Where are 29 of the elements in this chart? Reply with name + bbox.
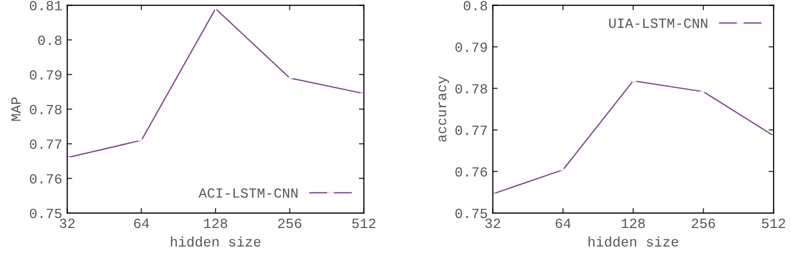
y-tick-label: 0.8 [38,36,62,46]
x-tick-label: 128 [204,218,228,228]
x-tick-label: 512 [352,218,376,228]
x-tick-label: 256 [692,218,715,228]
y-axis-title: MAP [11,97,21,121]
x-axis-title: hidden size [170,236,260,247]
x-tick-label: 128 [622,218,645,228]
y-tick-label: 0.79 [30,70,62,80]
y-tick-label: 0.76 [30,174,62,184]
y-tick-label: 0.75 [30,208,62,218]
x-tick-label: 32 [485,218,500,228]
x-tick-label: 32 [60,218,75,228]
y-tick-label: 0.77 [30,140,62,149]
y-axis-title: accuracy [438,76,450,142]
y-tick-label: 0.75 [455,208,488,218]
y-tick-label: 0.77 [455,126,487,136]
y-tick-label: 0.78 [30,104,62,114]
x-tick-label: 64 [134,218,150,228]
y-tick-label: 0.76 [455,167,488,177]
y-tick-label: 0.81 [30,1,62,10]
y-tick-label: 0.79 [455,42,487,52]
x-tick-label: 256 [278,218,302,228]
y-tick-label: 0.8 [464,1,488,10]
x-tick-label: 64 [556,218,571,228]
x-axis-title: hidden size [588,236,678,247]
y-tick-label: 0.78 [455,84,488,94]
legend-label: ACI-LSTM-CNN [198,188,298,198]
legend-label: UIA-LSTM-CNN [609,18,708,28]
x-tick-label: 512 [762,218,786,228]
